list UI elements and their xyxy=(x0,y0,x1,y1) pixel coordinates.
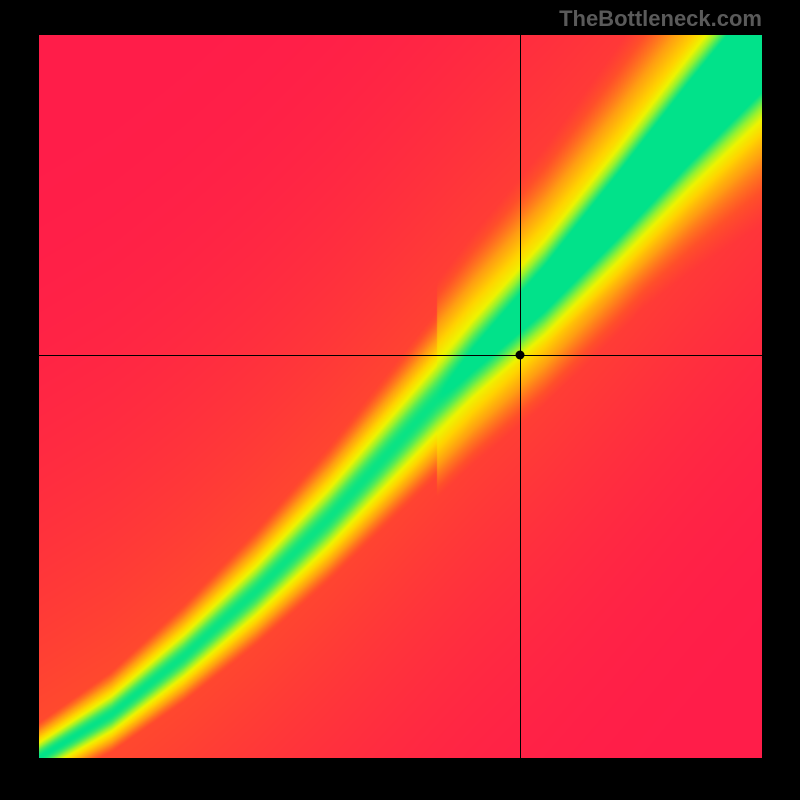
bottleneck-heatmap xyxy=(39,35,762,758)
crosshair-horizontal xyxy=(39,355,762,356)
selection-marker xyxy=(515,350,524,359)
watermark-text: TheBottleneck.com xyxy=(559,6,762,32)
crosshair-vertical xyxy=(520,35,521,758)
chart-container: TheBottleneck.com xyxy=(0,0,800,800)
plot-area xyxy=(39,35,762,758)
